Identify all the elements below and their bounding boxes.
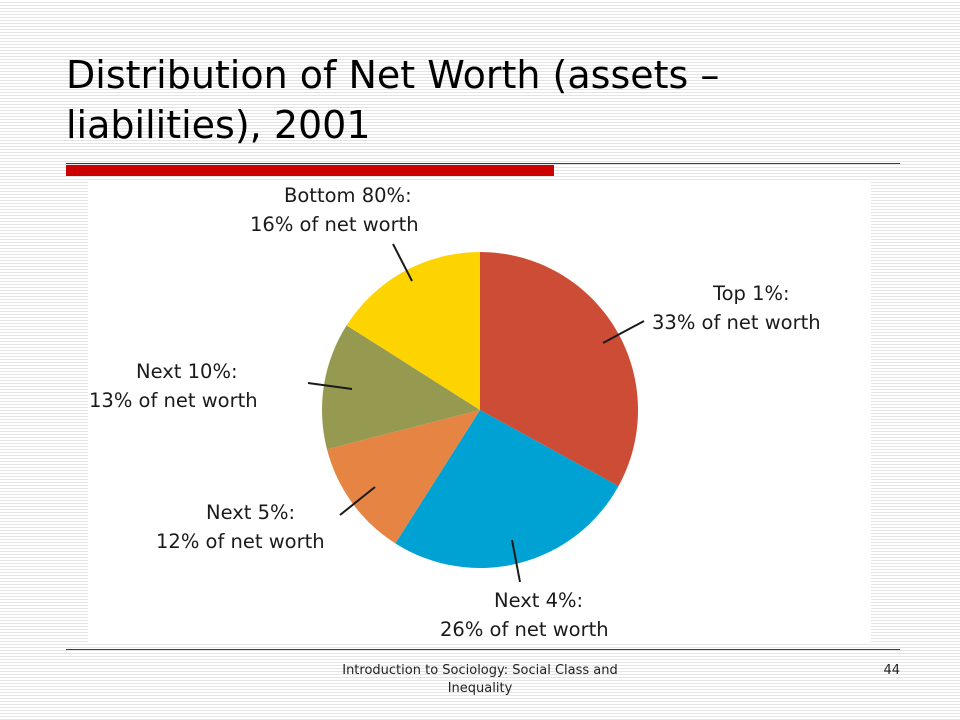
pie-chart-panel: Top 1%: 33% of net worth Next 4%: 26% of…	[88, 181, 871, 642]
slice-label-bottom-80-share: 16% of net worth	[250, 213, 419, 236]
slice-label-next-5-group: Next 5%:	[206, 501, 295, 524]
footer-rule	[66, 649, 900, 650]
pie-slice-top-1	[480, 252, 639, 487]
slice-label-top-1-group: Top 1%:	[712, 282, 790, 305]
pie-slice-next-10	[321, 325, 480, 450]
pie-chart: Top 1%: 33% of net worth Next 4%: 26% of…	[89, 184, 821, 641]
pie-slice-next-5	[326, 410, 480, 544]
slice-label-next-10-share: 13% of net worth	[89, 389, 258, 412]
slice-label-next-5-share: 12% of net worth	[156, 530, 325, 553]
pie-slice-bottom-80	[346, 252, 480, 410]
page-number: 44	[883, 663, 900, 678]
title-rule	[66, 163, 900, 164]
leader-line-next-10	[307, 382, 353, 390]
leader-line-next-5	[339, 486, 376, 516]
pie-slice-next-4	[395, 410, 619, 568]
leader-line-top-1	[602, 320, 645, 344]
slide-title: Distribution of Net Worth (assets – liab…	[66, 53, 720, 147]
slice-label-top-1-share: 33% of net worth	[652, 311, 821, 334]
slice-label-next-4-share: 26% of net worth	[440, 618, 609, 641]
slice-label-next-10-group: Next 10%:	[136, 360, 238, 383]
slice-label-bottom-80-group: Bottom 80%:	[284, 184, 412, 207]
slice-label-next-4-group: Next 4%:	[494, 589, 583, 612]
leader-line-next-4	[511, 539, 521, 583]
title-accent-bar	[66, 165, 554, 176]
leader-line-bottom-80	[392, 243, 413, 282]
footer-text: Introduction to Sociology: Social Class …	[342, 663, 618, 696]
